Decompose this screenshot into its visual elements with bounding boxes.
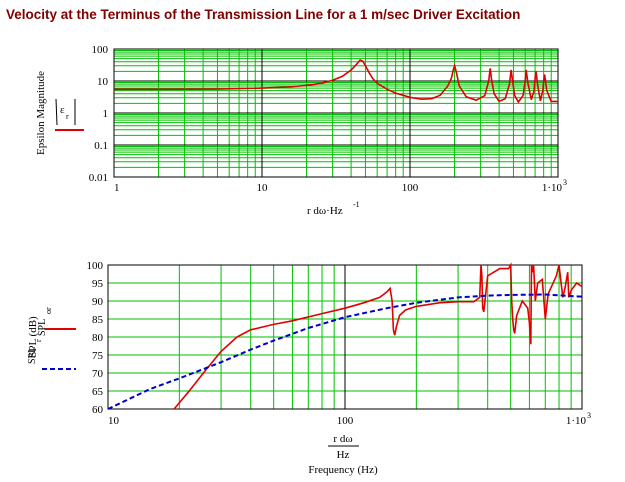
chart2-legend: SPL or SPL r — [27, 307, 76, 370]
chart2-xlabel-bottom: Frequency (Hz) — [308, 464, 378, 476]
chart1-y-tick-label: 1 — [103, 108, 109, 120]
chart1-x-tick-exponent: 3 — [563, 178, 567, 187]
spl-r-line — [107, 293, 583, 410]
chart2-y-tick-label: 70 — [92, 368, 104, 380]
spl-chart: 10 100 1·10 3 100 95 90 85 80 75 70 65 60 SPL (dB) S… — [27, 260, 592, 476]
chart2-x-tick-label: 100 — [337, 415, 354, 427]
chart2-y-tick-label: 60 — [92, 404, 104, 416]
chart2-y-tick-label: 90 — [92, 296, 104, 308]
epsilon-magnitude-line — [114, 59, 558, 104]
chart1-y-tick-label: 100 — [92, 44, 109, 56]
chart1-grid — [114, 49, 558, 177]
chart2-frame — [107, 264, 583, 410]
chart2-ylabel: SPL (dB) — [27, 316, 39, 358]
chart1-x-tick-label: 100 — [402, 182, 419, 194]
chart2-xlabel-top: r dω — [333, 433, 352, 445]
chart1-xlabel-exponent: -1 — [353, 200, 360, 209]
chart2-y-tick-label: 85 — [92, 314, 104, 326]
chart2-x-tick-label: 1·10 — [566, 415, 587, 427]
chart1-legend: ε r — [55, 98, 84, 131]
legend-spl-or-label: SPL — [37, 319, 48, 336]
legend-spl-r-label: SPL — [27, 347, 38, 364]
chart1-y-tick-label: 0.01 — [89, 172, 108, 184]
spl-or-line — [173, 262, 583, 410]
chart2-xlabel-mid: Hz — [337, 449, 350, 461]
chart2-x-tick-label: 10 — [108, 415, 120, 427]
chart1-y-tick-label: 10 — [97, 76, 109, 88]
chart2-x-tick-exponent: 3 — [587, 411, 591, 420]
chart-title: Velocity at the Terminus of the Transmis… — [6, 7, 521, 22]
chart1-x-tick-label: 10 — [257, 182, 269, 194]
legend-spl-or-subscript: or — [44, 307, 53, 314]
chart1-x-tick-label: 1 — [114, 182, 120, 194]
chart1-xlabel-text: r dω·Hz — [307, 205, 343, 217]
epsilon-magnitude-chart: 1 10 100 1·10 3 100 10 1 0.1 0.01 Epsilon Magnitu… — [35, 44, 567, 217]
legend-epsilon-subscript: r — [66, 112, 69, 121]
chart1-ticks: 1 10 100 1·10 3 100 10 1 0.1 0.01 — [89, 44, 567, 194]
chart2-xlabel: r dω Hz Frequency (Hz) — [308, 433, 378, 476]
legend-spl-r-subscript: r — [34, 339, 43, 342]
chart2-y-tick-label: 95 — [92, 278, 104, 290]
chart1-ylabel: Epsilon Magnitude — [35, 71, 47, 155]
legend-abs-left — [55, 98, 58, 126]
chart1-y-tick-label: 0.1 — [94, 140, 108, 152]
chart1-frame — [113, 48, 559, 178]
chart2-y-tick-label: 75 — [92, 350, 104, 362]
chart1-x-tick-label: 1·10 — [542, 182, 563, 194]
chart2-y-tick-label: 65 — [92, 386, 104, 398]
chart2-grid — [108, 265, 582, 409]
chart1-xlabel: r dω·Hz -1 — [307, 200, 360, 217]
chart2-ticks: 10 100 1·10 3 100 95 90 85 80 75 70 65 60 — [87, 260, 592, 427]
legend-epsilon-symbol: ε — [60, 104, 65, 116]
chart2-y-tick-label: 100 — [87, 260, 104, 272]
chart2-y-tick-label: 80 — [92, 332, 104, 344]
